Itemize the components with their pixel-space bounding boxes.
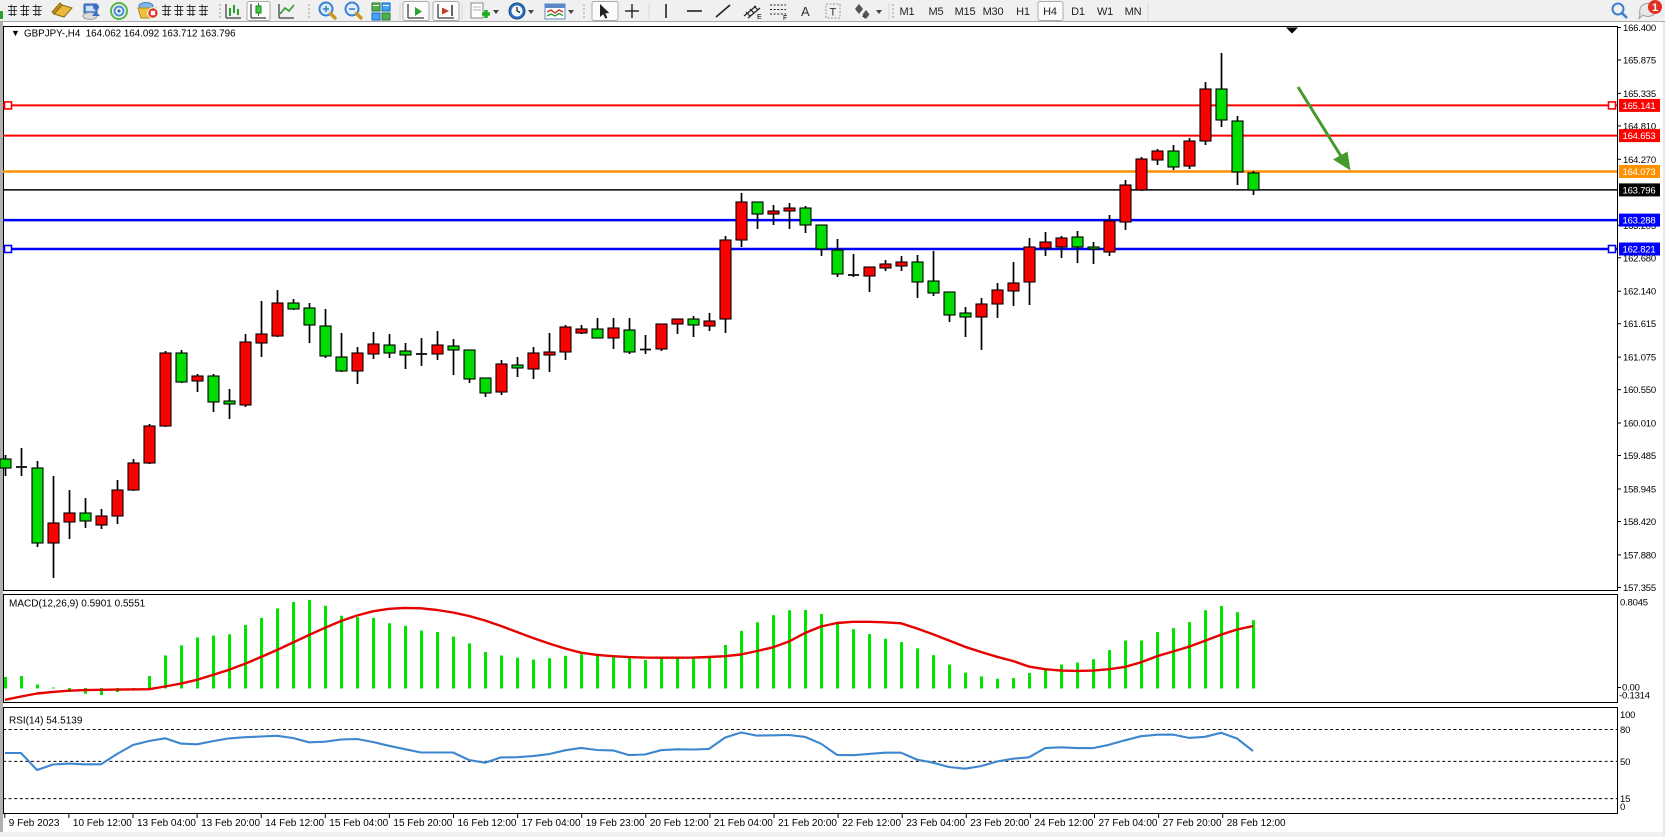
svg-text:13 Feb 04:00: 13 Feb 04:00 — [137, 818, 196, 829]
svg-text:162.821: 162.821 — [1623, 245, 1656, 256]
svg-text:165.335: 165.335 — [1623, 89, 1656, 100]
svg-text:28 Feb 12:00: 28 Feb 12:00 — [1227, 818, 1286, 829]
svg-text:H1: H1 — [1016, 6, 1030, 18]
svg-text:10 Feb 12:00: 10 Feb 12:00 — [73, 818, 132, 829]
svg-text:15 Feb 04:00: 15 Feb 04:00 — [329, 818, 388, 829]
svg-text:164.810: 164.810 — [1623, 121, 1656, 132]
svg-text:163.796: 163.796 — [1623, 185, 1656, 196]
svg-text:165.141: 165.141 — [1623, 101, 1656, 112]
svg-text:M1: M1 — [900, 6, 915, 18]
svg-text:F: F — [783, 15, 787, 22]
svg-text:W1: W1 — [1097, 6, 1113, 18]
svg-text:157.355: 157.355 — [1623, 583, 1656, 594]
svg-text:D1: D1 — [1071, 6, 1085, 18]
svg-text:165.875: 165.875 — [1623, 56, 1656, 67]
svg-text:1: 1 — [1652, 2, 1658, 14]
svg-text:20 Feb 12:00: 20 Feb 12:00 — [650, 818, 709, 829]
svg-text:163.288: 163.288 — [1623, 216, 1656, 227]
svg-text:161.615: 161.615 — [1623, 319, 1656, 330]
svg-text:160.010: 160.010 — [1623, 419, 1656, 430]
svg-text:M5: M5 — [929, 6, 944, 18]
svg-text:RSI(14) 54.5139: RSI(14) 54.5139 — [9, 716, 83, 727]
svg-text:162.680: 162.680 — [1623, 253, 1656, 264]
svg-text:A: A — [801, 4, 810, 19]
svg-text:0.8045: 0.8045 — [1620, 598, 1648, 609]
svg-text:T: T — [830, 7, 837, 19]
svg-text:0: 0 — [1620, 802, 1625, 813]
svg-text:H4: H4 — [1043, 6, 1057, 18]
svg-text:164.073: 164.073 — [1623, 167, 1656, 178]
svg-text:M15: M15 — [955, 6, 976, 18]
svg-text:E: E — [757, 14, 762, 21]
svg-text:MACD(12,26,9) 0.5901 0.5551: MACD(12,26,9) 0.5901 0.5551 — [9, 599, 146, 610]
svg-text:15: 15 — [1620, 794, 1630, 805]
svg-text:50: 50 — [1620, 757, 1630, 768]
svg-text:157.880: 157.880 — [1623, 550, 1656, 561]
svg-text:164.653: 164.653 — [1623, 131, 1656, 142]
svg-text:22 Feb 12:00: 22 Feb 12:00 — [842, 818, 901, 829]
svg-text:MN: MN — [1125, 6, 1142, 18]
svg-text:100: 100 — [1620, 710, 1635, 721]
svg-text:-0.1314: -0.1314 — [1619, 691, 1650, 702]
svg-text:▼: ▼ — [11, 28, 20, 38]
svg-text:13 Feb 20:00: 13 Feb 20:00 — [201, 818, 260, 829]
svg-text:161.075: 161.075 — [1623, 353, 1656, 364]
svg-text:23 Feb 04:00: 23 Feb 04:00 — [906, 818, 965, 829]
svg-text:23 Feb 20:00: 23 Feb 20:00 — [970, 818, 1029, 829]
svg-text:27 Feb 04:00: 27 Feb 04:00 — [1099, 818, 1158, 829]
svg-text:159.485: 159.485 — [1623, 451, 1656, 462]
svg-text:164.270: 164.270 — [1623, 155, 1656, 166]
svg-text:158.945: 158.945 — [1623, 485, 1656, 496]
svg-text:80: 80 — [1620, 725, 1630, 736]
svg-text:17 Feb 04:00: 17 Feb 04:00 — [522, 818, 581, 829]
svg-text:9 Feb 2023: 9 Feb 2023 — [9, 818, 60, 829]
svg-text:15 Feb 20:00: 15 Feb 20:00 — [393, 818, 452, 829]
svg-text:16 Feb 12:00: 16 Feb 12:00 — [458, 818, 517, 829]
svg-text:27 Feb 20:00: 27 Feb 20:00 — [1163, 818, 1222, 829]
svg-text:21 Feb 20:00: 21 Feb 20:00 — [778, 818, 837, 829]
svg-text:21 Feb 04:00: 21 Feb 04:00 — [714, 818, 773, 829]
svg-text:158.420: 158.420 — [1623, 517, 1656, 528]
svg-text:24 Feb 12:00: 24 Feb 12:00 — [1034, 818, 1093, 829]
svg-text:0.00: 0.00 — [1622, 683, 1640, 694]
svg-text:14 Feb 12:00: 14 Feb 12:00 — [265, 818, 324, 829]
svg-text:160.550: 160.550 — [1623, 385, 1656, 396]
svg-text:166.400: 166.400 — [1623, 23, 1656, 34]
svg-text:162.140: 162.140 — [1623, 287, 1656, 298]
svg-text:19 Feb 23:00: 19 Feb 23:00 — [586, 818, 645, 829]
svg-text:GBPJPY-,H4 164.062 164.092 16: GBPJPY-,H4 164.062 164.092 163.712 163.7… — [24, 29, 236, 40]
svg-text:M30: M30 — [983, 6, 1004, 18]
